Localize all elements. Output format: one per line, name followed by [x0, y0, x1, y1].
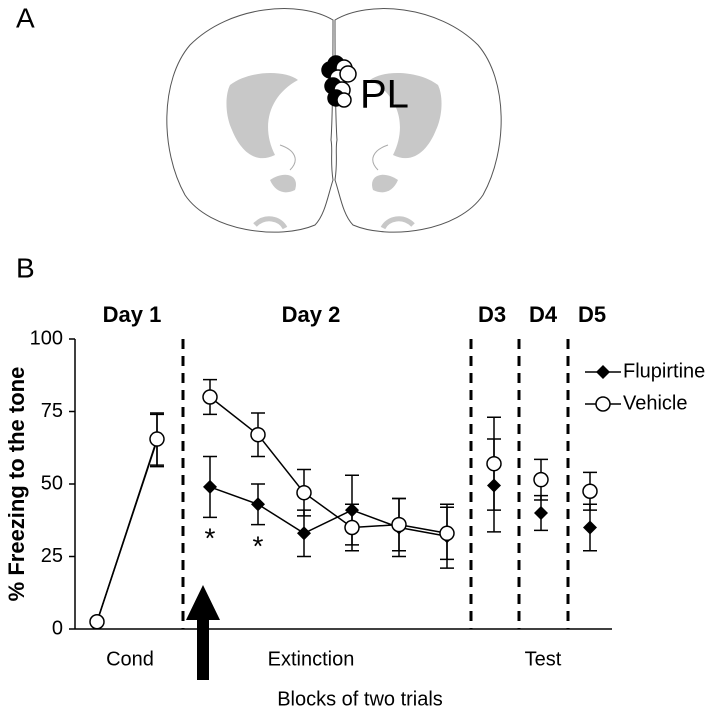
y-tick-label: 100 — [30, 327, 63, 349]
day-label: D4 — [529, 302, 558, 327]
phase-label: Test — [525, 648, 562, 670]
y-tick-label: 25 — [41, 545, 63, 567]
brain-diagram — [166, 8, 502, 233]
significance-mark: * — [253, 530, 264, 561]
panel-label: B — [16, 252, 35, 283]
diamond-marker — [251, 497, 265, 512]
diamond-marker — [203, 479, 217, 494]
region-label: PL — [360, 73, 409, 117]
diamond-marker — [297, 526, 311, 541]
y-tick-label: 75 — [41, 400, 63, 422]
legend-label: Vehicle — [623, 392, 688, 414]
day-label: D3 — [478, 302, 506, 327]
circle-marker — [344, 519, 360, 536]
day-label: Day 1 — [103, 302, 162, 327]
circle-marker — [582, 483, 598, 499]
y-axis-label: % Freezing to the tone — [4, 367, 29, 602]
significance-mark: * — [205, 522, 216, 553]
legend-label: Flupirtine — [623, 360, 705, 382]
legend-marker — [596, 365, 610, 379]
series-line — [209, 396, 448, 535]
circle-marker — [250, 426, 266, 443]
diamond-marker — [534, 506, 548, 520]
day-label: Day 2 — [282, 302, 341, 327]
circle-marker — [89, 614, 105, 630]
panel-label: A — [16, 2, 35, 33]
circle-marker — [533, 471, 549, 488]
circle-marker — [439, 525, 455, 542]
legend-marker — [595, 396, 611, 412]
phase-label: Cond — [106, 648, 154, 670]
series-line — [209, 486, 448, 537]
circle-marker — [202, 389, 218, 405]
circle-marker — [391, 516, 407, 533]
series-line — [96, 438, 158, 622]
diamond-marker — [583, 520, 597, 535]
arrow — [186, 585, 220, 680]
phase-label: Extinction — [268, 648, 355, 670]
x-axis-label: Blocks of two trials — [277, 688, 443, 710]
diamond-marker — [345, 503, 359, 518]
circle-marker — [296, 484, 312, 501]
circle-marker — [486, 455, 502, 472]
diamond-marker — [487, 478, 501, 493]
circle-marker — [149, 431, 165, 447]
y-tick-label: 0 — [52, 617, 63, 639]
day-label: D5 — [578, 302, 606, 327]
y-tick-label: 50 — [41, 472, 63, 494]
